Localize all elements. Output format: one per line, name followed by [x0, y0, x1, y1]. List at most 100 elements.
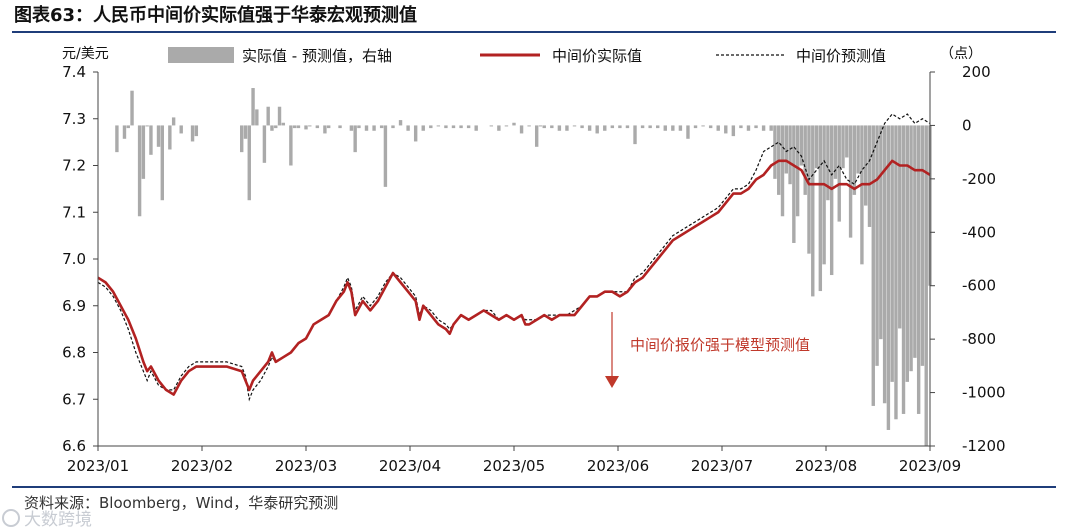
diff-bar [769, 125, 773, 131]
diff-bar [587, 125, 592, 131]
diff-bar [678, 125, 683, 131]
legend-label-forecast: 中间价预测值 [796, 47, 886, 65]
diff-bar [504, 125, 509, 127]
diff-bar [811, 125, 815, 297]
diff-bar [171, 117, 176, 126]
diff-bar [788, 125, 792, 185]
diff-bar [459, 125, 463, 129]
right-tick-label: 0 [962, 116, 972, 134]
diff-bar [913, 125, 917, 358]
diff-bar [879, 125, 883, 340]
left-tick-label: 7.3 [62, 110, 86, 128]
diff-bar [867, 125, 872, 227]
axes: 7.4 7.3 7.2 7.1 7.0 6.9 6.8 6.7 6.6 200 0 -200 -400 -… [62, 46, 1006, 475]
diff-bar [247, 125, 251, 201]
diff-bar [841, 125, 845, 169]
right-tick-label: -600 [962, 277, 996, 295]
legend-label-diff: 实际值 - 预测值，右轴 [242, 47, 392, 65]
x-tick-label: 2023/04 [379, 457, 441, 475]
left-tick-label: 7.2 [62, 157, 86, 175]
right-tick-label: -1000 [962, 384, 1006, 402]
diff-bar [489, 125, 494, 127]
diff-bar [882, 125, 887, 404]
diff-bar [156, 125, 161, 147]
x-tick-label: 2023/06 [587, 457, 649, 475]
diff-bar [618, 125, 622, 129]
diff-bar [656, 125, 660, 129]
diff-bar [773, 125, 777, 179]
diff-bar [149, 125, 153, 155]
diff-bar [924, 125, 928, 446]
watermark: 大数跨境 [2, 505, 92, 530]
diff-bar [814, 125, 819, 169]
diff-bar [413, 125, 418, 142]
diff-bar [799, 125, 804, 166]
diff-bar [860, 125, 864, 265]
diff-bar [818, 125, 823, 292]
diff-bar [875, 125, 879, 366]
diff-bar [803, 125, 807, 195]
diff-bar [451, 125, 456, 129]
left-unit-label: 元/美元 [62, 46, 109, 62]
diff-bar [916, 125, 921, 414]
diff-bar [701, 125, 705, 127]
x-tick-label: 2023/09 [899, 457, 961, 475]
diff-bar [780, 125, 785, 217]
diff-bar [251, 88, 255, 126]
diff-bar [845, 125, 849, 158]
diff-bar [406, 125, 410, 131]
diff-bar [357, 125, 361, 129]
diff-bar [372, 125, 376, 131]
diff-bar [349, 125, 354, 131]
diff-bar [338, 125, 342, 129]
diff-bar [784, 125, 788, 174]
right-tick-label: -200 [962, 170, 996, 188]
diff-bar [739, 125, 743, 129]
diff-bars [115, 88, 932, 446]
diff-bar [795, 125, 800, 217]
diff-bar [550, 125, 554, 129]
diff-bar [179, 125, 183, 134]
diff-bar [603, 125, 607, 131]
diff-bar [281, 122, 286, 126]
diff-bar [126, 125, 130, 129]
diff-bar [379, 125, 384, 129]
diff-bar [194, 125, 199, 137]
watermark-logo-icon [2, 509, 20, 527]
diff-bar [534, 125, 539, 147]
diff-bar [538, 125, 543, 127]
diff-bar [255, 109, 259, 126]
diff-bar [122, 125, 127, 139]
diff-bar [308, 125, 312, 127]
chart-title: 图表63：人民币中间价实际值强于华泰宏观预测值 [14, 2, 417, 30]
x-tick-label: 2023/08 [795, 457, 857, 475]
diff-bar [168, 125, 172, 150]
diff-bar [391, 125, 395, 129]
diff-bar [724, 125, 728, 134]
diff-bar [898, 125, 902, 329]
diff-bar [894, 125, 898, 420]
diff-bar [671, 125, 675, 131]
diff-bar [141, 125, 146, 179]
x-tick-label: 2023/03 [275, 457, 337, 475]
legend: 实际值 - 预测值，右轴 中间价实际值 中间价预测值 [168, 47, 886, 65]
diff-bar [901, 125, 906, 414]
footer-rule [12, 486, 1056, 488]
x-tick-label: 2023/05 [483, 457, 545, 475]
diff-bar [746, 125, 751, 131]
left-tick-label: 7.0 [62, 250, 86, 268]
diff-bar [761, 125, 766, 131]
diff-bar [266, 106, 270, 126]
diff-bar [497, 125, 501, 131]
chart-svg: 7.4 7.3 7.2 7.1 7.0 6.9 6.8 6.7 6.6 200 0 -200 -400 -… [62, 46, 1006, 475]
diff-bar [262, 125, 267, 163]
annotation-text: 中间价报价强于模型预测值 [630, 336, 810, 354]
diff-bar [436, 125, 441, 127]
diff-bar [296, 125, 301, 129]
diff-bar [890, 125, 894, 382]
diff-bar [754, 125, 758, 129]
diff-bar [542, 125, 546, 129]
diff-bar [731, 125, 736, 137]
diff-bar [871, 125, 875, 406]
figure-label: 图表63： [14, 5, 94, 26]
